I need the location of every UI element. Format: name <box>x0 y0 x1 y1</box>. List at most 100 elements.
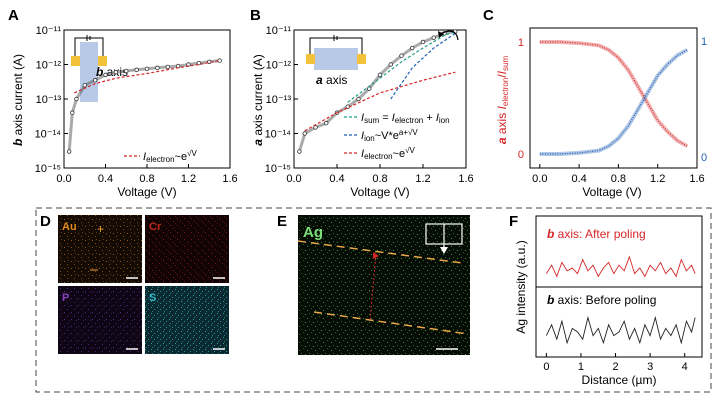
panel-b-inset-device: a axis <box>306 35 366 87</box>
panel-b-arrowhead <box>438 31 444 38</box>
map-ag <box>298 215 470 355</box>
panel-a-legend: Ielectron~e√V <box>124 149 197 164</box>
x-tick-label: 0.4 <box>98 173 113 185</box>
data-point <box>66 149 72 154</box>
x-tick-label: 0.0 <box>532 173 547 185</box>
panel-c: C 01 0.0 0.4 0.8 1.2 1.6 Voltage (V) a axis … <box>483 7 707 199</box>
panel-c-axes <box>529 27 698 169</box>
map-s-label: S <box>149 292 156 304</box>
panel-b-ylabel: a axis current (A) <box>251 54 265 145</box>
panel-c-right-tick-1: 1 <box>701 36 707 48</box>
data-trace <box>297 30 456 152</box>
panel-f: F 0 1 2 3 4 Distance (µm) Ag intensity (a.u.… <box>509 213 703 387</box>
x-tick-label: 0 <box>543 361 549 373</box>
panel-c-y-ticks: 01 <box>518 37 524 161</box>
data-point <box>399 53 404 58</box>
y-tick-label: 0 <box>518 149 524 161</box>
map-au-label: Au <box>62 221 77 233</box>
data-point <box>74 96 79 102</box>
data-point <box>388 62 393 67</box>
fit-line <box>74 60 220 94</box>
panel-a-letter: A <box>8 7 19 24</box>
map-au-plus: + <box>97 222 104 236</box>
panel-c-right-tick-0: 0 <box>701 152 707 164</box>
data-point <box>297 149 302 154</box>
data-point <box>103 72 108 78</box>
data-point <box>113 69 119 75</box>
panel-a-ylabel: b axis current (A) <box>11 54 25 146</box>
e-linescan <box>369 253 377 321</box>
y-tick-label: 1 <box>518 37 524 49</box>
x-tick-label: 1 <box>578 361 584 373</box>
x-tick-label: 1.2 <box>650 173 665 185</box>
panel-a-xlabel: Voltage (V) <box>117 185 176 199</box>
data-point <box>431 35 436 40</box>
panel-a-x-ticks: 0.0 0.4 0.8 1.2 1.6 <box>56 164 238 185</box>
y-tick-label: 10⁻¹² <box>36 60 62 72</box>
panel-a-plot <box>66 58 222 154</box>
legend-ielectron: Ielectron~e√V <box>361 146 415 161</box>
panel-e-letter: E <box>277 213 287 230</box>
panel-c-x-ticks: 0.0 0.4 0.8 1.2 1.6 <box>532 164 705 185</box>
fit-line <box>304 71 456 132</box>
panel-f-before-label: b axis: Before poling <box>547 293 656 307</box>
fit-line <box>390 32 456 100</box>
e-direction-arrowhead <box>440 247 448 254</box>
data-point <box>377 72 383 78</box>
x-tick-label: 1.6 <box>458 173 473 185</box>
panel-a-legend-text: Ielectron~e√V <box>143 149 197 164</box>
data-point <box>217 58 222 63</box>
panel-f-ylabel: Ag intensity (a.u.) <box>514 240 528 333</box>
panel-b-xlabel: Voltage (V) <box>350 185 409 199</box>
y-tick-label: 10⁻¹¹ <box>36 25 62 37</box>
ratio-line <box>539 41 688 147</box>
panel-a: A 10⁻¹⁵ 10⁻¹⁴ 10⁻¹³ 10⁻¹² 10⁻¹¹ 0.0 0.4 0.8 1.2… <box>8 7 238 199</box>
data-point <box>144 66 150 72</box>
y-tick-label: 10⁻¹² <box>266 60 292 72</box>
panel-b-y-ticks: 10⁻¹⁵ 10⁻¹⁴ 10⁻¹³ 10⁻¹² 10⁻¹¹ <box>265 25 298 175</box>
x-tick-label: 4 <box>682 361 688 373</box>
data-point <box>313 125 318 130</box>
bottom-dashed-frame <box>35 207 712 393</box>
panel-d-letter: D <box>40 213 51 230</box>
map-cr <box>145 215 229 283</box>
data-point <box>324 120 329 126</box>
data-point <box>92 78 98 83</box>
panel-f-x-ticks: 0 1 2 3 4 <box>543 353 688 373</box>
panel-b-plot <box>297 29 458 154</box>
x-tick-label: 0.8 <box>611 173 626 185</box>
e-electrode-line-top <box>297 240 463 264</box>
data-point <box>124 68 129 74</box>
map-s <box>145 286 229 354</box>
fit-line <box>347 31 456 103</box>
x-tick-label: 0.0 <box>286 173 301 185</box>
panel-f-plot <box>545 255 696 345</box>
intensity-line <box>545 315 696 345</box>
x-tick-label: 0.8 <box>139 173 154 185</box>
y-tick-label: 10⁻¹¹ <box>266 25 292 37</box>
panel-d: D Au Cr P S + <box>40 213 229 354</box>
ratio-band <box>539 48 689 156</box>
x-tick-label: 1.6 <box>222 173 237 185</box>
data-point <box>82 83 87 88</box>
panel-c-xlabel: Voltage (V) <box>582 185 641 199</box>
panel-f-letter: F <box>509 213 518 230</box>
y-tick-label: 10⁻¹⁵ <box>265 163 291 175</box>
intensity-line <box>546 255 696 278</box>
e-linescan-arrow <box>373 252 379 259</box>
legend-isum: Isum = Ielectron + Iion <box>361 112 450 125</box>
data-point <box>134 67 139 73</box>
data-point <box>356 96 361 102</box>
y-tick-label: 10⁻¹⁴ <box>265 129 292 141</box>
data-point <box>155 65 160 71</box>
panel-b-legend: Isum = Ielectron + Iion Iion~V*ea+√V Iel… <box>344 112 450 161</box>
data-point <box>165 64 170 70</box>
panel-b-letter: B <box>250 7 261 24</box>
map-ag-label: Ag <box>303 224 323 241</box>
panel-b-hysteresis-arrow <box>439 30 459 41</box>
data-point <box>420 39 426 45</box>
panel-c-letter: C <box>483 7 494 24</box>
panel-b-inset-label: a axis <box>316 73 347 87</box>
data-point <box>410 45 415 51</box>
map-au <box>58 215 142 283</box>
